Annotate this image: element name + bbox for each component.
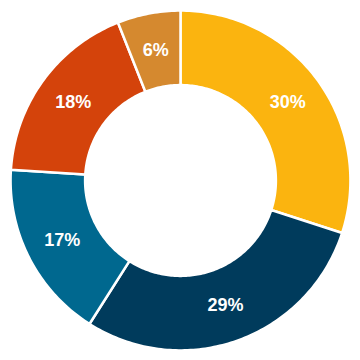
svg-text:6%: 6%: [143, 40, 169, 60]
svg-text:29%: 29%: [207, 295, 243, 315]
svg-text:18%: 18%: [55, 92, 91, 112]
svg-text:17%: 17%: [44, 230, 80, 250]
svg-text:30%: 30%: [270, 92, 306, 112]
